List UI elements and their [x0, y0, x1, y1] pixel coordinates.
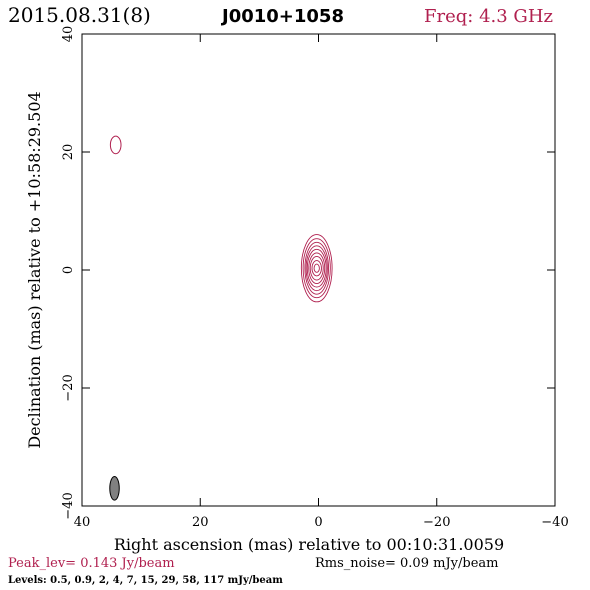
x-axis-label: Right ascension (mas) relative to 00:10:…	[114, 535, 504, 554]
peak-level: Peak_lev= 0.143 Jy/beam	[8, 556, 175, 571]
y-tick-label: 40	[61, 26, 76, 43]
core-contour	[311, 260, 322, 277]
axis-ticks	[81, 33, 556, 507]
core-contour	[302, 238, 331, 299]
core-contour	[305, 245, 328, 292]
x-tick-label: −20	[423, 515, 450, 530]
x-tick-label: 0	[314, 515, 322, 530]
core-contour	[300, 234, 333, 303]
core-contour	[313, 263, 320, 273]
observation-date: 2015.08.31(8)	[8, 3, 151, 27]
y-axis-label: Declination (mas) relative to +10:58:29.…	[25, 91, 44, 448]
rms-noise: Rms_noise= 0.09 mJy/beam	[315, 556, 498, 571]
y-tick-label: 0	[61, 266, 76, 274]
x-tick-label: 20	[192, 515, 209, 530]
feature-contour	[109, 135, 122, 155]
core-contour	[308, 252, 326, 285]
axis-tick-labels: 40 20 0 −20 −40 −40 −20 0 20 40	[61, 26, 569, 530]
core-contour	[309, 255, 324, 281]
contour-levels: Levels: 0.5, 0.9, 2, 4, 7, 15, 29, 58, 1…	[8, 575, 283, 586]
plot-frame	[81, 33, 556, 507]
x-tick-label: −40	[541, 515, 568, 530]
frequency-label: Freq: 4.3 GHz	[424, 6, 553, 27]
y-tick-label: −20	[61, 374, 76, 401]
y-tick-label: −40	[61, 492, 76, 519]
beam-ellipse	[109, 476, 120, 501]
source-name: J0010+1058	[220, 6, 344, 27]
y-tick-label: 20	[61, 144, 76, 161]
core-contour	[304, 241, 330, 295]
x-tick-label: 40	[74, 515, 91, 530]
contour-layer	[109, 135, 333, 501]
core-contour	[306, 248, 327, 288]
